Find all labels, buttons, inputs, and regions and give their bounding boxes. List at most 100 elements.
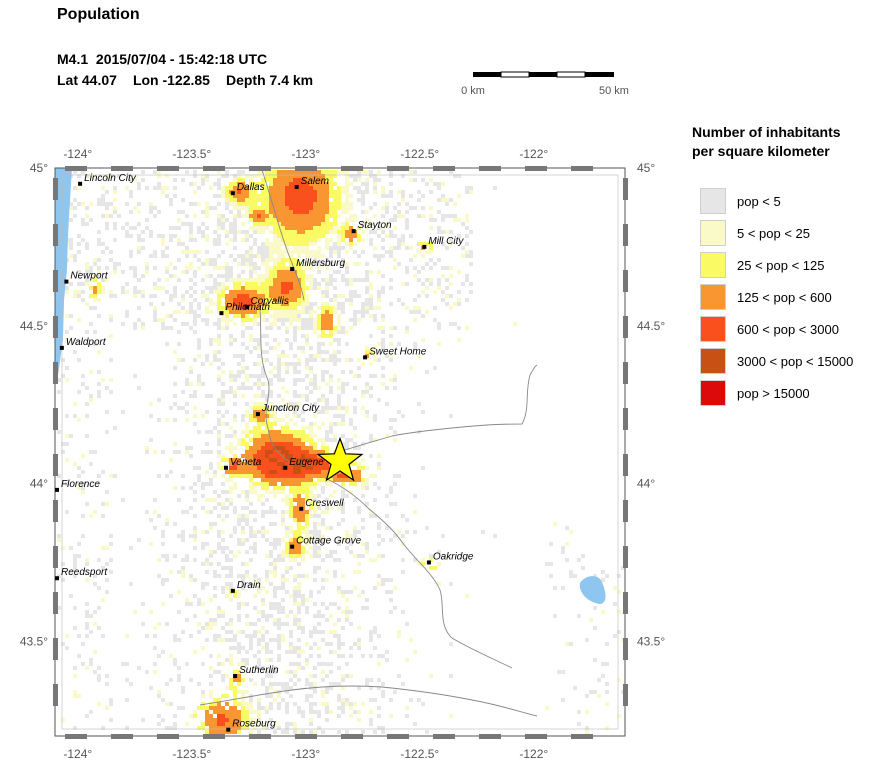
density-cell [229,478,233,482]
density-cell [257,394,261,398]
density-cell [377,726,381,730]
density-cell [105,546,109,550]
density-cell [269,394,273,398]
density-cell [329,494,333,498]
density-cell [261,394,265,398]
density-cell [65,258,69,262]
density-cell [105,430,109,434]
density-cell [221,590,225,594]
density-cell [249,702,253,706]
density-cell [85,666,89,670]
density-cell [393,266,397,270]
density-cell [341,302,345,306]
density-cell [317,230,321,234]
density-cell [337,242,341,246]
density-cell [249,254,253,258]
density-cell [201,262,205,266]
density-cell [321,342,325,346]
density-cell [217,182,221,186]
density-cell [433,218,437,222]
density-cell [201,450,205,454]
density-cell [273,286,277,290]
density-cell [333,174,337,178]
density-cell [329,670,333,674]
density-cell [225,186,229,190]
density-cell [449,274,453,278]
density-cell [209,258,213,262]
density-cell [265,706,269,710]
density-cell [405,330,409,334]
density-cell [365,262,369,266]
density-cell [309,226,313,230]
density-cell [349,542,353,546]
density-cell [329,406,333,410]
density-cell [209,626,213,630]
density-cell [229,502,233,506]
density-cell [457,290,461,294]
density-cell [233,354,237,358]
density-cell [369,222,373,226]
tick-labels: -124°-124°-123.5°-123.5°-123°-123°-122.5… [20,147,666,761]
density-cell [81,222,85,226]
density-cell [253,242,257,246]
density-cell [201,726,205,730]
density-cell [437,282,441,286]
density-cell [277,366,281,370]
density-cell [189,678,193,682]
density-cell [309,706,313,710]
density-cell [321,670,325,674]
density-cell [429,226,433,230]
density-cell [201,486,205,490]
density-cell [97,298,101,302]
density-cell [241,710,245,714]
density-cell [253,314,257,318]
density-cell [409,234,413,238]
density-cell [193,250,197,254]
density-cell [325,322,329,326]
frame-dash [479,166,501,171]
density-cell [269,658,273,662]
density-cell [313,206,317,210]
density-cell [293,546,297,550]
density-cell [337,350,341,354]
density-cell [381,194,385,198]
density-cell [341,626,345,630]
city-marker [78,181,83,186]
density-cell [157,574,161,578]
density-cell [169,570,173,574]
density-cell [285,242,289,246]
density-cell [305,606,309,610]
density-cell [293,178,297,182]
density-cell [293,518,297,522]
density-cell [417,190,421,194]
density-cell [309,314,313,318]
scale-left-label: 0 km [461,85,485,97]
density-cell [269,306,273,310]
density-cell [237,514,241,518]
density-cell [189,394,193,398]
density-cell [233,718,237,722]
density-cell [301,502,305,506]
density-cell [229,254,233,258]
density-cell [217,546,221,550]
city-label: Newport [70,271,108,282]
density-cell [113,238,117,242]
density-cell [237,278,241,282]
density-cell [217,322,221,326]
density-cell [253,210,257,214]
density-cell [261,614,265,618]
density-cell [353,586,357,590]
density-cell [273,690,277,694]
density-cell [453,218,457,222]
density-cell [273,622,277,626]
density-cell [281,178,285,182]
density-cell [265,486,269,490]
density-cell [301,218,305,222]
frame-dash [249,166,271,171]
density-cell [253,470,257,474]
density-cell [337,270,341,274]
density-cell [101,286,105,290]
density-cell [297,594,301,598]
frame-dash [53,408,58,430]
density-cell [333,338,337,342]
